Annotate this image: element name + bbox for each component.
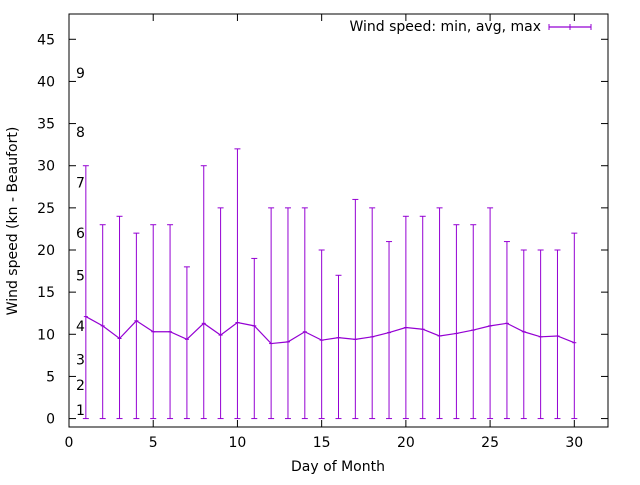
x-tick-label: 0 <box>65 435 74 451</box>
beaufort-label: 3 <box>76 353 85 369</box>
y-tick-label: 10 <box>37 327 55 343</box>
beaufort-label: 1 <box>76 403 85 419</box>
x-axis-title: Day of Month <box>291 459 385 475</box>
beaufort-label: 8 <box>76 125 85 141</box>
y-tick-label: 25 <box>37 201 55 217</box>
beaufort-label: 4 <box>76 319 85 335</box>
y-tick-label: 5 <box>46 369 55 385</box>
x-tick-label: 15 <box>313 435 331 451</box>
x-tick-label: 25 <box>481 435 499 451</box>
y-tick-label: 15 <box>37 285 55 301</box>
beaufort-label: 5 <box>76 268 85 284</box>
x-tick-label: 5 <box>149 435 158 451</box>
legend-label: Wind speed: min, avg, max <box>349 19 541 35</box>
legend-key <box>548 24 592 30</box>
beaufort-label: 9 <box>76 66 85 82</box>
y-tick-label: 0 <box>46 412 55 428</box>
y-tick-label: 20 <box>37 243 55 259</box>
x-tick-label: 10 <box>229 435 247 451</box>
beaufort-label: 6 <box>76 226 85 242</box>
beaufort-label: 2 <box>76 378 85 394</box>
plot-layer <box>82 148 578 420</box>
x-tick-label: 20 <box>397 435 415 451</box>
legend: Wind speed: min, avg, max <box>349 19 592 35</box>
beaufort-label: 7 <box>76 176 85 192</box>
y-tick-label: 35 <box>37 117 55 133</box>
y-tick-label: 45 <box>37 32 55 48</box>
y-axis-title: Wind speed (kn - Beaufort) <box>5 127 21 316</box>
y-tick-label: 40 <box>37 74 55 90</box>
plot-frame <box>68 13 609 428</box>
y-tick-label: 30 <box>37 159 55 175</box>
average-line <box>85 316 575 345</box>
x-tick-label: 30 <box>565 435 583 451</box>
